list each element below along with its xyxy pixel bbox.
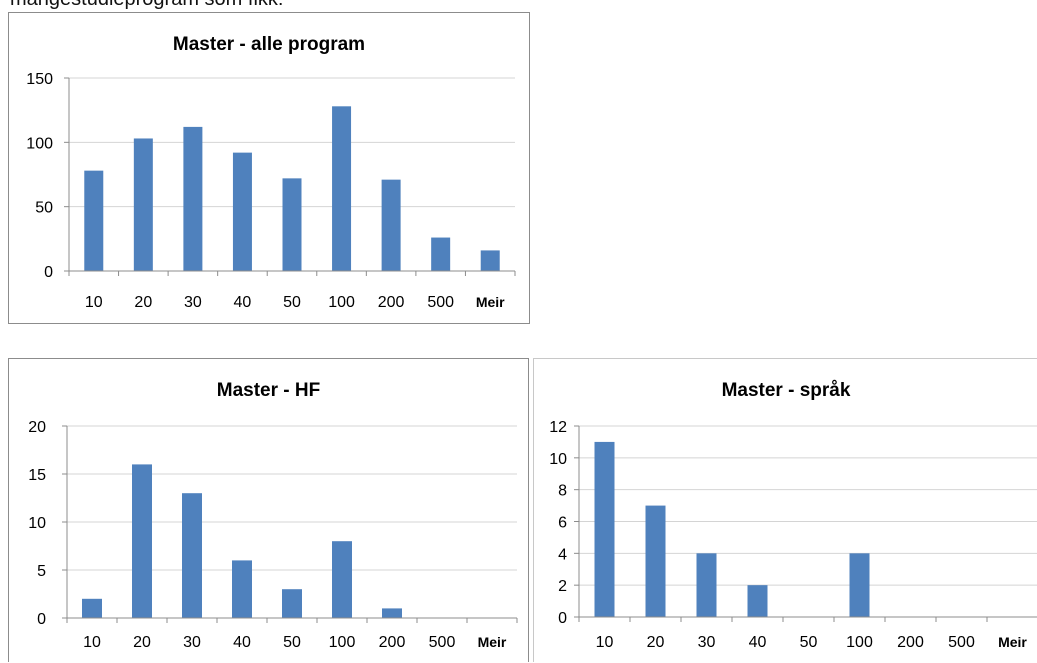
x-tick-label: 10	[83, 634, 101, 651]
y-tick-label: 15	[28, 467, 46, 484]
bar	[696, 553, 717, 617]
x-tick-label: 10	[596, 634, 614, 651]
y-tick-label: 10	[28, 515, 46, 532]
y-tick-label: 6	[558, 515, 567, 532]
y-tick-label: 0	[44, 264, 53, 281]
x-tick-label: 50	[283, 294, 301, 311]
x-tick-label: Meir	[478, 634, 507, 650]
chart-title: Master - språk	[722, 380, 851, 401]
bar	[381, 179, 401, 271]
x-tick-label: 40	[233, 634, 251, 651]
y-tick-label: 4	[558, 546, 567, 563]
chart-svg: Master - alle program 0 50 100 150 10 20 30 40 50…	[26, 34, 516, 311]
bar	[132, 464, 152, 618]
bar	[431, 237, 451, 271]
y-tick-label: 50	[35, 200, 53, 217]
bar	[747, 585, 768, 617]
y-tick-label: 0	[37, 611, 46, 628]
chart-master-alle-program: Master - alle program 0 50 100 150 10 20 30 40 50…	[8, 12, 530, 324]
bar	[382, 608, 402, 618]
chart-title: Master - alle program	[173, 34, 365, 55]
bar	[849, 553, 870, 617]
bar	[594, 441, 615, 617]
x-tick-label: 30	[184, 294, 202, 311]
y-tick-label: 5	[37, 563, 46, 580]
bar	[282, 178, 302, 271]
page-caption: mangestudieprogram som fikk:	[10, 0, 283, 11]
bar	[232, 560, 252, 618]
y-tick-label: 0	[558, 610, 567, 627]
bar	[133, 138, 153, 271]
chart-svg: Master - språk 0 2 4 6 8 10 12 10 20 30 40 50 100 200 5…	[549, 380, 1037, 651]
y-tick-label: 8	[558, 483, 567, 500]
x-tick-label: Meir	[476, 294, 505, 310]
x-tick-label: 200	[379, 634, 406, 651]
bar	[332, 541, 352, 618]
y-tick-label: 12	[549, 419, 567, 436]
chart-master-hf: Master - HF 0 5 10 15 20 10 20 30 40 50 100 200 500 Me…	[8, 358, 529, 662]
chart-title: Master - HF	[217, 380, 320, 401]
x-tick-label: 30	[183, 634, 201, 651]
chart-master-sprak: Master - språk 0 2 4 6 8 10 12 10 20 30 40 50 100 200 5…	[533, 358, 1037, 662]
x-tick-label: 40	[749, 634, 767, 651]
x-tick-label: 10	[85, 294, 103, 311]
y-tick-label: 20	[28, 419, 46, 436]
x-tick-label: 20	[133, 634, 151, 651]
x-tick-label: 500	[948, 634, 975, 651]
chart-svg: Master - HF 0 5 10 15 20 10 20 30 40 50 100 200 500 Me…	[28, 380, 518, 651]
x-tick-label: Meir	[998, 634, 1027, 650]
bar	[82, 598, 102, 618]
bar	[332, 106, 352, 271]
bar	[645, 505, 666, 617]
x-tick-label: 200	[897, 634, 924, 651]
x-tick-label: 20	[647, 634, 665, 651]
x-tick-label: 100	[329, 634, 356, 651]
y-tick-label: 150	[26, 71, 53, 88]
x-tick-label: 20	[134, 294, 152, 311]
bar	[232, 152, 252, 271]
x-tick-label: 100	[846, 634, 873, 651]
bar	[282, 589, 302, 618]
x-tick-label: 50	[800, 634, 818, 651]
x-tick-label: 500	[427, 294, 454, 311]
y-tick-label: 100	[26, 135, 53, 152]
y-tick-label: 2	[558, 578, 567, 595]
x-tick-label: 200	[378, 294, 405, 311]
x-tick-label: 500	[429, 634, 456, 651]
bar	[182, 493, 202, 618]
bar	[84, 170, 104, 271]
y-tick-label: 10	[549, 451, 567, 468]
x-tick-label: 40	[234, 294, 252, 311]
x-tick-label: 30	[698, 634, 716, 651]
x-tick-label: 50	[283, 634, 301, 651]
bar	[480, 250, 500, 271]
bar	[183, 126, 203, 271]
x-tick-label: 100	[328, 294, 355, 311]
